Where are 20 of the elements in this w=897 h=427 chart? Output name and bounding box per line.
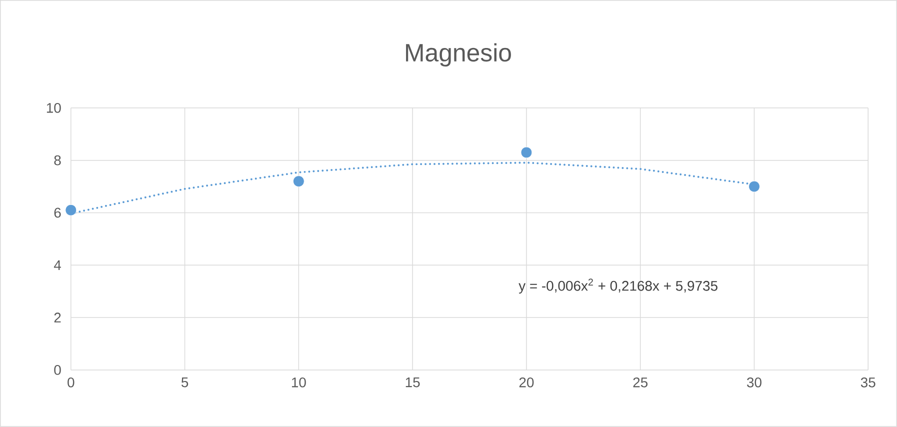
x-tick-label: 20 (519, 378, 534, 388)
point (520, 146, 532, 158)
y-tick-label: 2 (54, 312, 61, 322)
x-tick-label: 10 (292, 378, 306, 388)
x-tick-label: 15 (406, 378, 420, 388)
point (65, 204, 77, 216)
point (292, 176, 304, 188)
y-tick-label: 0 (54, 365, 61, 375)
y-tick-label: 10 (46, 103, 61, 113)
point (748, 180, 760, 192)
x-tick-label: 0 (68, 378, 74, 388)
y-tick-label: 4 (54, 260, 61, 270)
annotation: y = -0,006x$^{2}$ + 0,2168x + 5,9735 (518, 278, 718, 294)
y-tick-label: 6 (54, 208, 61, 218)
y-tick-label: 8 (54, 155, 61, 166)
chart-title: Magnesio (406, 43, 511, 67)
x-tick-label: 25 (633, 378, 648, 388)
x-tick-label: 35 (860, 378, 876, 388)
x-tick-label: 5 (181, 378, 188, 388)
x-tick-label: 30 (747, 378, 762, 388)
